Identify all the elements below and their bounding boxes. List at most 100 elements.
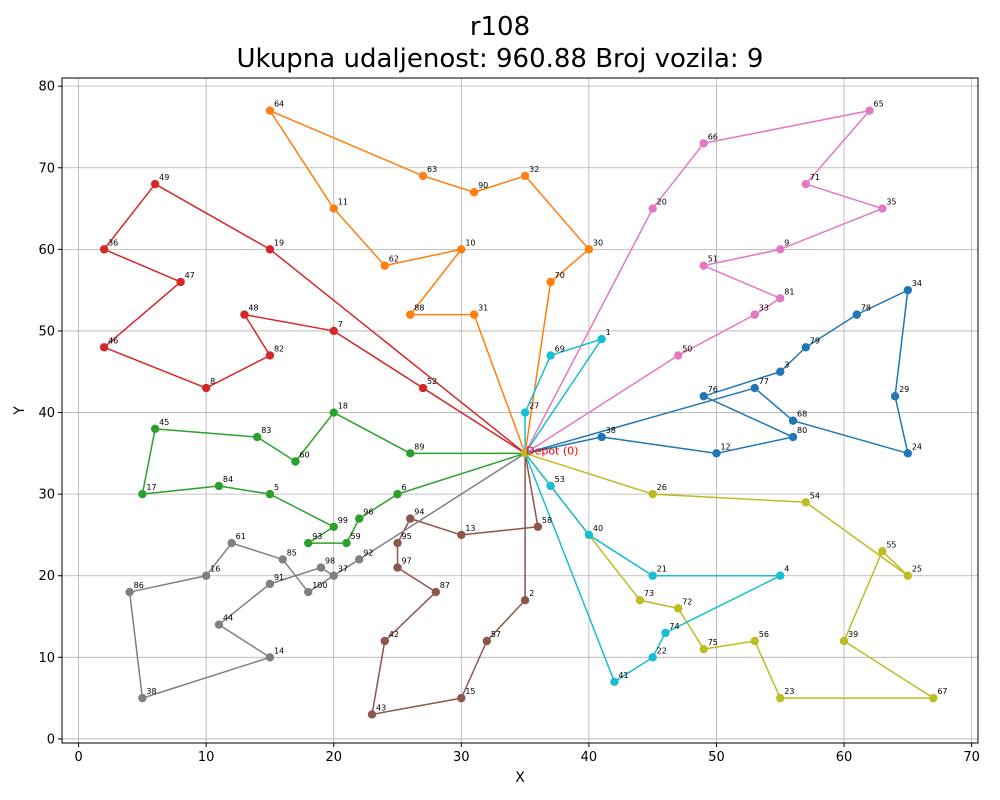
point-label: 7 <box>338 320 343 329</box>
point-label: 15 <box>465 687 475 696</box>
route-line-11 <box>524 338 603 454</box>
x-axis-label: X <box>515 770 525 786</box>
point-label: 59 <box>350 532 360 541</box>
point-label: 4 <box>784 565 789 574</box>
point-label: 10 <box>465 238 475 247</box>
route-point <box>406 514 415 523</box>
route-point <box>750 383 759 393</box>
route-line-2 <box>269 109 590 454</box>
route-point <box>469 310 479 319</box>
points <box>99 106 938 719</box>
route-point <box>380 636 389 646</box>
point-label: 52 <box>427 377 437 386</box>
route-point <box>929 693 938 703</box>
route-point <box>393 563 402 572</box>
route-point <box>214 481 224 491</box>
route-point <box>431 587 440 597</box>
point-label: 78 <box>861 304 871 313</box>
route-point <box>776 693 785 703</box>
route-point <box>304 587 313 597</box>
route-point <box>201 571 211 580</box>
point-label: 54 <box>810 491 820 500</box>
chart-title: r108 <box>469 12 531 42</box>
point-label: 94 <box>414 508 424 517</box>
plot-frame <box>61 77 979 744</box>
point-label: 86 <box>134 581 144 590</box>
point-label: 33 <box>759 304 769 313</box>
route-point <box>533 522 543 531</box>
route-point <box>648 653 657 662</box>
point-label: 74 <box>669 622 679 631</box>
route-point <box>176 277 185 287</box>
point-label: 1 <box>606 328 611 337</box>
point-label: 47 <box>185 271 195 280</box>
x-tick-label: 50 <box>708 750 725 765</box>
route-point <box>865 106 874 115</box>
point-label: 17 <box>146 483 156 492</box>
point-label: 41 <box>618 671 628 680</box>
route-point <box>393 538 402 548</box>
route-point <box>355 514 364 523</box>
y-tick-label: 10 <box>38 651 55 666</box>
route-point <box>610 677 619 687</box>
point-label: 9 <box>784 238 789 247</box>
route-point <box>903 449 913 458</box>
point-label: 81 <box>784 287 794 296</box>
route-point <box>265 106 275 115</box>
route-point <box>597 334 606 344</box>
point-label: 48 <box>248 304 258 313</box>
point-label: 58 <box>542 516 552 525</box>
point-label: 36 <box>108 238 118 247</box>
route-point <box>99 245 109 254</box>
route-point <box>673 351 683 360</box>
y-tick-label: 0 <box>47 732 55 747</box>
route-point <box>839 636 849 646</box>
point-label: 40 <box>593 524 603 533</box>
chart-subtitle: Ukupna udaljenost: 960.88 Broj vozila: 9 <box>236 44 764 74</box>
point-label: 75 <box>708 638 718 647</box>
route-line-10 <box>524 452 782 683</box>
route-line-7 <box>524 109 884 454</box>
point-label: 37 <box>338 565 348 574</box>
route-point <box>852 310 862 319</box>
x-tick-label: 60 <box>836 750 853 765</box>
point-label: 71 <box>810 173 820 182</box>
route-point <box>125 587 134 597</box>
route-point <box>457 693 466 703</box>
route-point <box>699 139 708 148</box>
route-point <box>788 432 798 442</box>
route-point <box>329 571 338 580</box>
route-point <box>788 416 798 425</box>
route-point <box>252 432 262 442</box>
point-label: 61 <box>236 532 246 541</box>
y-tick-label: 70 <box>38 161 55 176</box>
point-label: 69 <box>555 344 565 353</box>
route-point <box>482 636 492 646</box>
route-point <box>265 245 275 254</box>
route-point <box>393 489 402 499</box>
point-label: 23 <box>784 687 794 696</box>
route-point <box>673 604 683 613</box>
route-point <box>520 408 530 417</box>
point-label: 12 <box>720 442 730 451</box>
point-label: 65 <box>874 100 884 109</box>
route-point <box>801 343 810 352</box>
route-point <box>584 245 594 254</box>
point-label: 18 <box>338 402 348 411</box>
route-point <box>648 489 657 499</box>
route-point <box>265 579 275 589</box>
route-point <box>342 538 351 548</box>
point-label: 67 <box>937 687 947 696</box>
route-point <box>304 538 313 548</box>
point-label: 82 <box>274 344 284 353</box>
route-point <box>265 351 275 360</box>
point-label: 64 <box>274 100 284 109</box>
route-point <box>240 310 249 319</box>
point-label: 76 <box>708 385 718 394</box>
route-point <box>406 310 415 319</box>
route-point <box>546 481 555 491</box>
point-label: 66 <box>708 132 718 141</box>
route-point <box>597 432 606 442</box>
route-point <box>776 367 785 376</box>
route-point <box>801 179 810 189</box>
